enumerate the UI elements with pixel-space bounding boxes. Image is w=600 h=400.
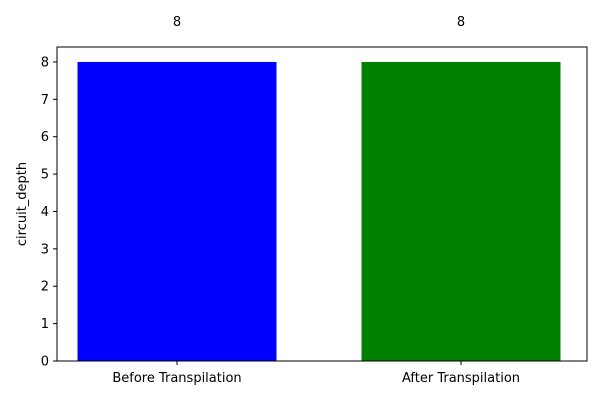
bars-group bbox=[77, 61, 561, 361]
y-tick-label: 6 bbox=[41, 130, 49, 145]
plot-frame bbox=[56, 46, 588, 362]
y-tick-label: 0 bbox=[41, 355, 49, 370]
data-label: 8 bbox=[457, 15, 465, 30]
y-axis-label: circuit_depth bbox=[15, 162, 30, 246]
bar-0 bbox=[77, 61, 277, 361]
y-tick-label: 2 bbox=[41, 280, 49, 295]
x-tick-label: After Transpilation bbox=[402, 371, 520, 386]
y-tick-label: 3 bbox=[41, 242, 49, 257]
bar-1 bbox=[361, 61, 561, 361]
x-tick-label: Before Transpilation bbox=[112, 371, 241, 386]
x-axis-ticks: Before Transpilation After Transpilation bbox=[112, 361, 520, 386]
y-tick-label: 5 bbox=[41, 168, 49, 183]
y-tick-label: 4 bbox=[41, 205, 49, 220]
y-axis-ticks: 0 1 2 3 4 5 6 7 8 bbox=[41, 55, 57, 370]
y-tick-label: 7 bbox=[41, 93, 49, 108]
y-tick-label: 8 bbox=[41, 55, 49, 70]
data-label: 8 bbox=[173, 15, 181, 30]
y-tick-label: 1 bbox=[41, 317, 49, 332]
